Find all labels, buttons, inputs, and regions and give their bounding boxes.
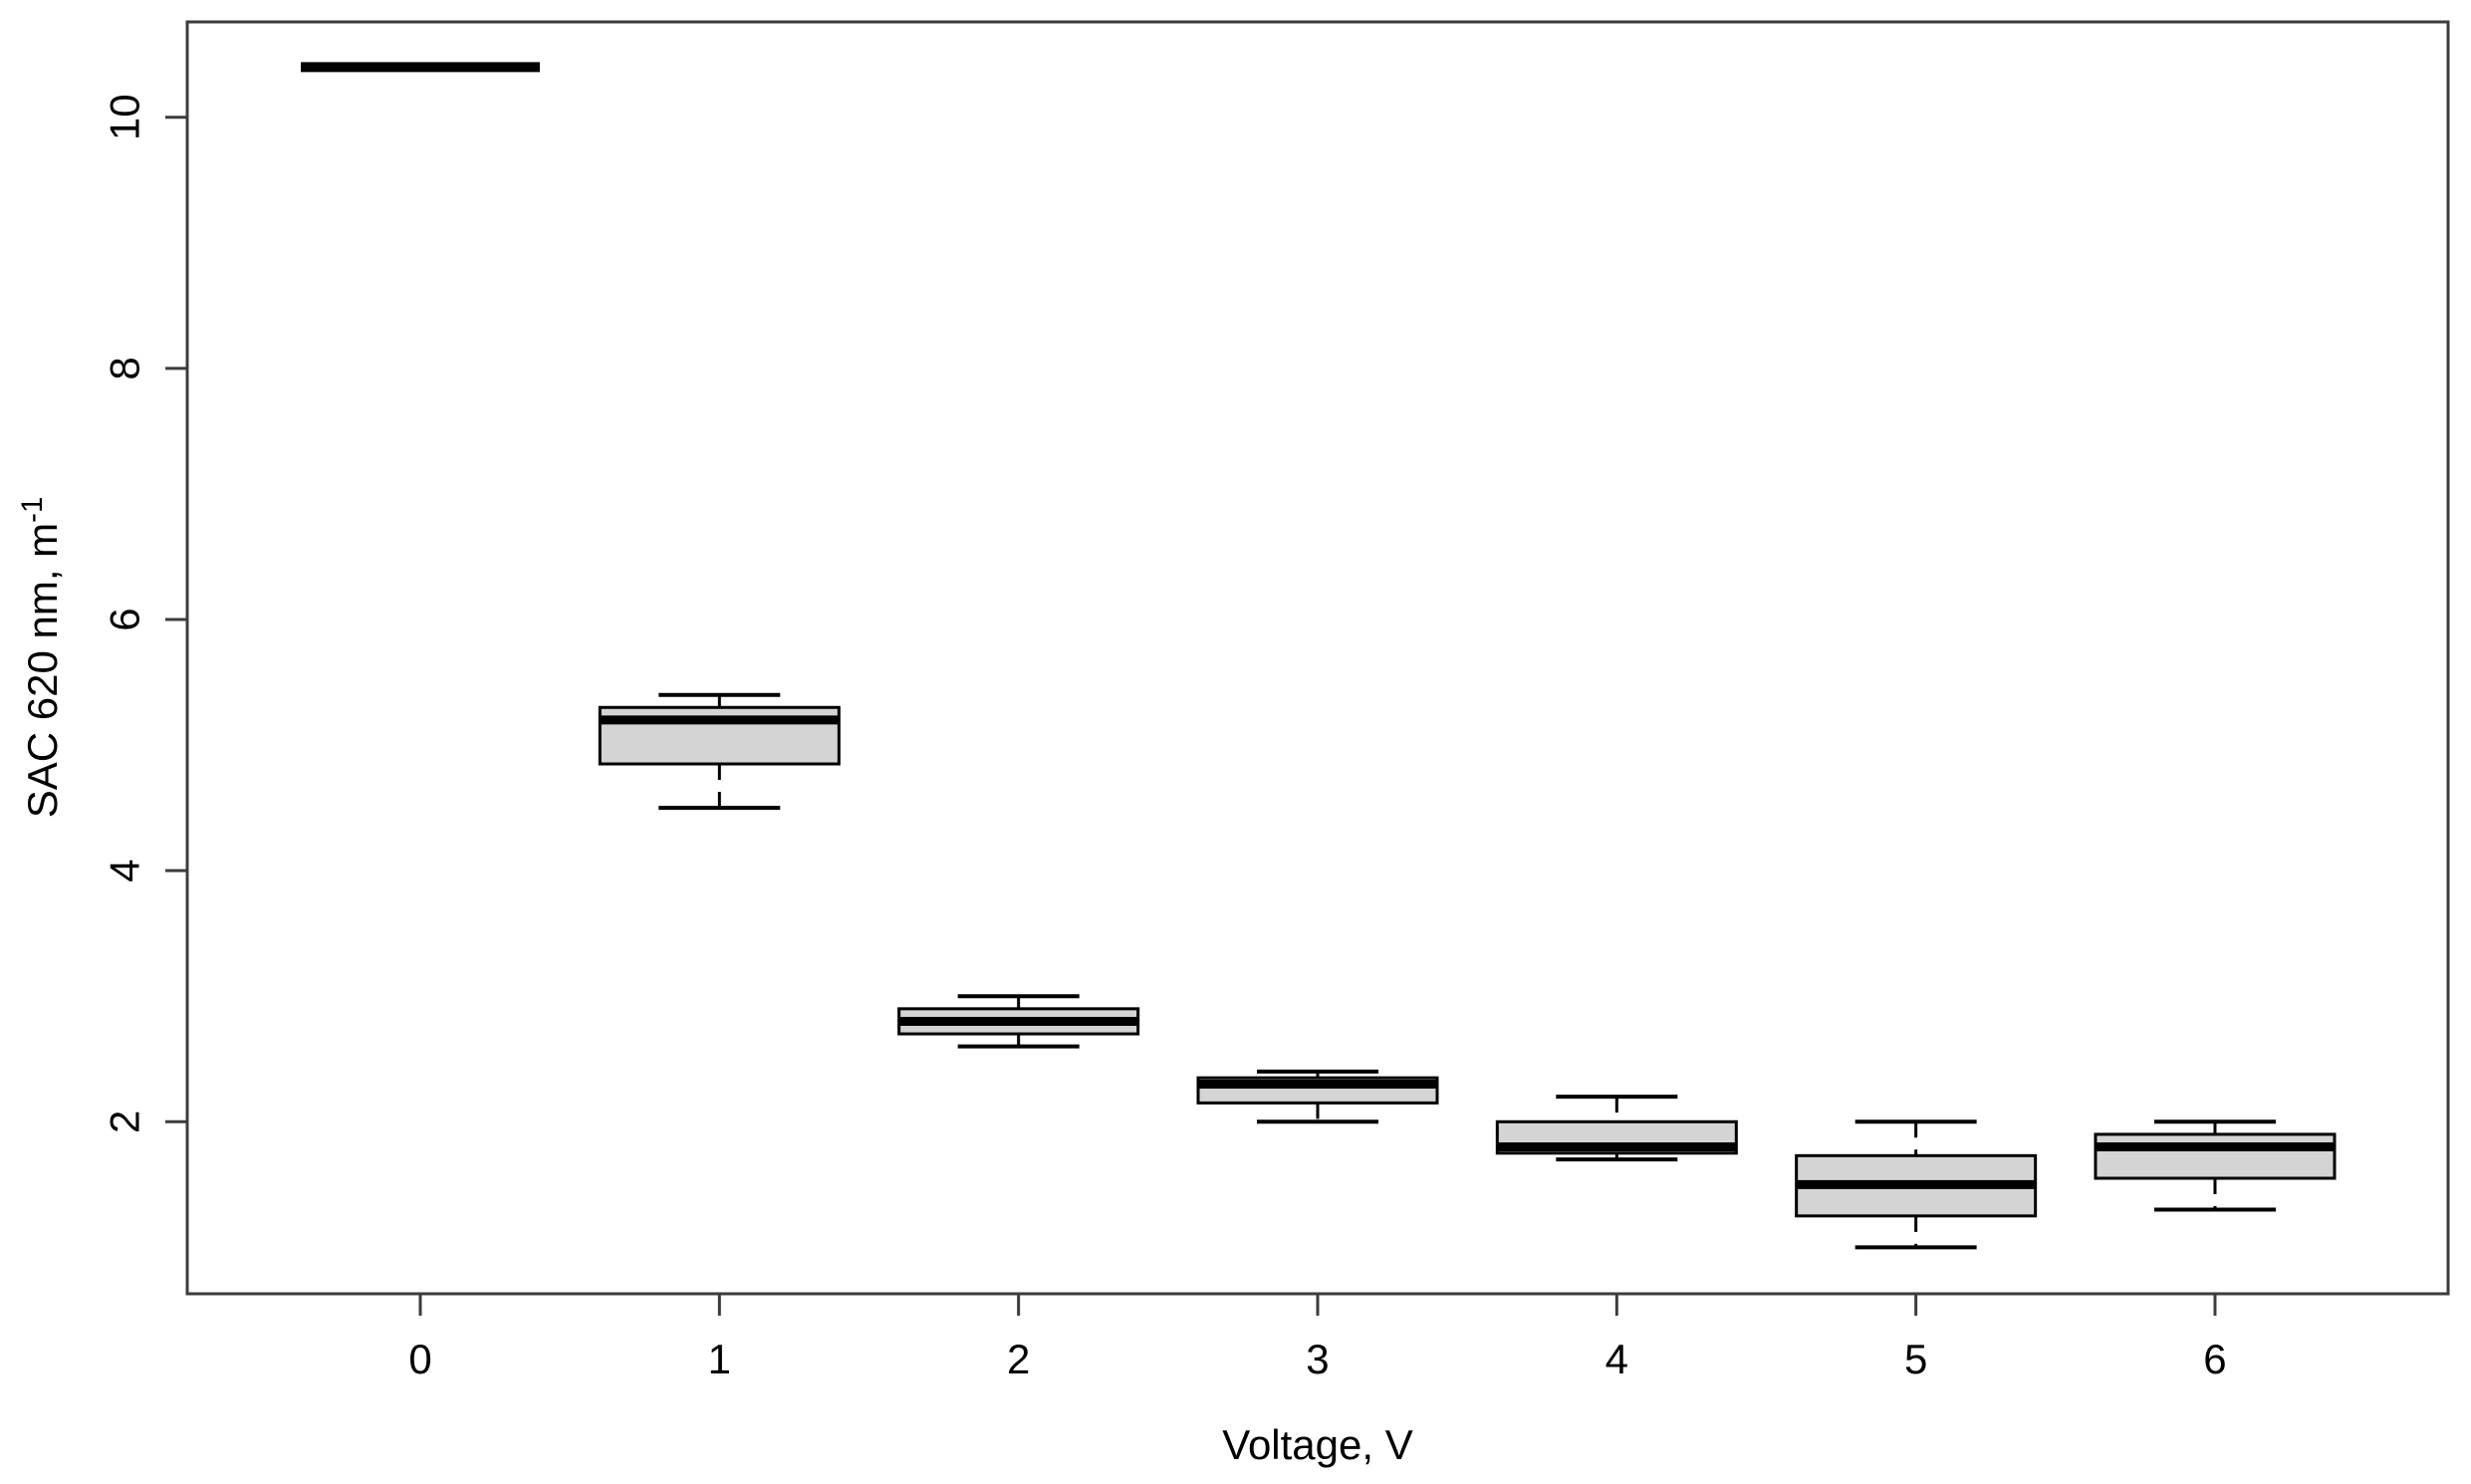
y-axis-title: SAC 620 nm, m-1 [12,496,66,819]
y-tick-label: 8 [102,357,148,379]
x-tick-label: 1 [708,1336,731,1382]
x-tick-label: 4 [1606,1336,1628,1382]
iqr-box [2094,1132,2337,1180]
y-tick-label: 4 [102,859,148,881]
y-axis-title-exponent: -1 [16,496,49,523]
x-tick-label: 2 [1007,1336,1030,1382]
y-tick-label: 10 [102,94,148,140]
x-tick-label: 6 [2203,1336,2226,1382]
x-tick-label: 5 [1904,1336,1927,1382]
y-axis-title-text: SAC 620 nm, m [19,522,66,819]
y-tick-label: 6 [102,608,148,630]
x-tick-label: 0 [408,1336,431,1382]
x-axis-title: Voltage, V [1222,1421,1413,1468]
x-tick-label: 3 [1306,1336,1329,1382]
y-tick-label: 2 [102,1111,148,1133]
